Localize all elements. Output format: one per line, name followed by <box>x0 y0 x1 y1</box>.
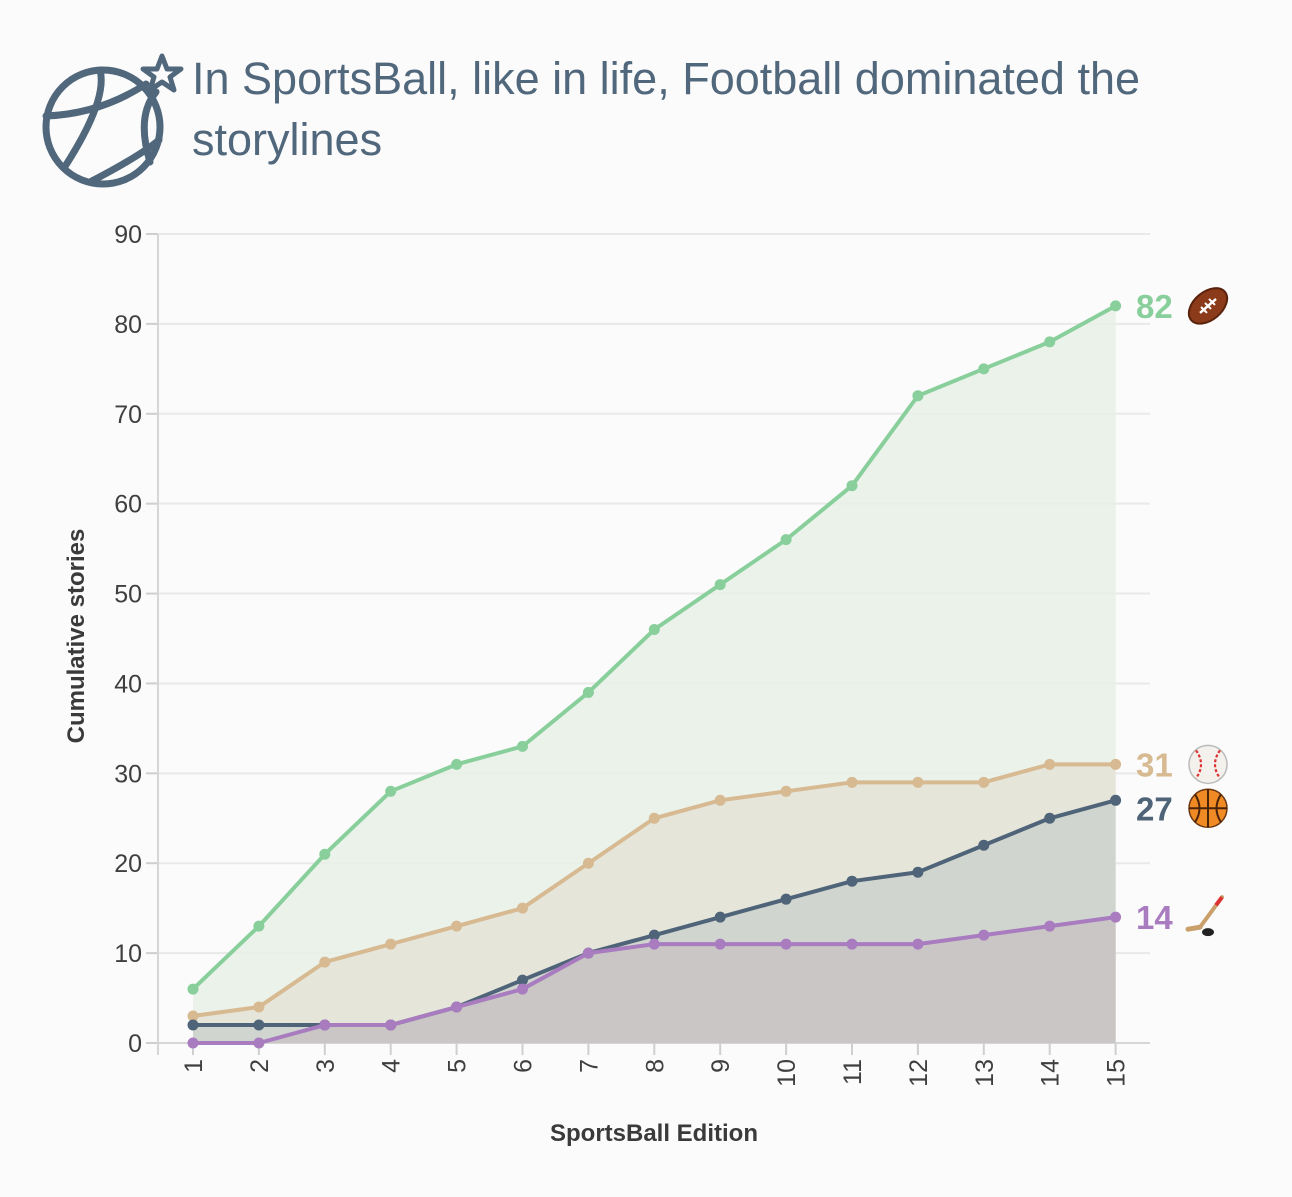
data-point-hockey <box>385 1019 397 1031</box>
football-icon <box>1187 287 1229 325</box>
data-point-hockey <box>582 947 594 959</box>
data-point-football <box>912 390 924 402</box>
data-point-hockey <box>978 929 990 941</box>
x-tick-label: 12 <box>905 1059 933 1087</box>
x-tick-label: 8 <box>641 1059 669 1073</box>
data-point-hockey <box>714 938 726 950</box>
data-point-hockey <box>648 938 660 950</box>
data-point-football <box>253 920 265 932</box>
x-tick-label: 4 <box>378 1059 406 1073</box>
data-point-baseball <box>780 785 792 797</box>
data-point-baseball <box>714 794 726 806</box>
data-point-basketball <box>648 929 660 941</box>
data-point-football <box>187 983 199 995</box>
y-tick-label: 90 <box>114 221 142 249</box>
x-tick-label: 2 <box>246 1059 274 1073</box>
y-tick-label: 20 <box>114 850 142 878</box>
data-point-baseball <box>648 812 660 824</box>
data-point-basketball <box>714 911 726 923</box>
data-point-hockey <box>451 1001 463 1013</box>
data-point-basketball <box>846 875 858 887</box>
y-axis-title: Cumulative stories <box>63 529 90 744</box>
x-tick-label: 10 <box>773 1059 801 1087</box>
y-tick-label: 70 <box>114 401 142 429</box>
data-point-football <box>648 624 660 636</box>
y-tick-label: 50 <box>114 581 142 609</box>
baseball-icon <box>1188 744 1228 785</box>
data-point-football <box>1044 336 1056 348</box>
end-label-football: 82 <box>1136 288 1173 325</box>
data-point-football <box>319 848 331 860</box>
x-tick-label: 14 <box>1037 1059 1065 1087</box>
data-point-football <box>846 480 858 492</box>
data-point-football <box>385 785 397 797</box>
data-point-hockey <box>187 1037 199 1049</box>
x-tick-label: 6 <box>510 1059 538 1073</box>
x-axis-title: SportsBall Edition <box>550 1120 758 1147</box>
data-point-baseball <box>978 776 990 788</box>
data-point-baseball <box>253 1001 265 1013</box>
chart-title: In SportsBall, like in life, Football do… <box>192 53 1141 165</box>
x-tick-label: 1 <box>180 1059 208 1073</box>
y-tick-label: 10 <box>114 940 142 968</box>
data-point-hockey <box>846 938 858 950</box>
data-point-hockey <box>253 1037 265 1049</box>
x-tick-label: 3 <box>312 1059 340 1073</box>
data-point-football <box>517 740 528 752</box>
data-point-football <box>780 534 792 546</box>
hockey-stick-icon <box>1185 895 1224 937</box>
data-point-football <box>714 579 726 591</box>
data-point-baseball <box>1044 758 1056 770</box>
data-point-basketball <box>1044 812 1056 824</box>
basketball-star-icon <box>42 53 184 188</box>
end-label-baseball: 31 <box>1136 746 1173 783</box>
data-point-basketball <box>912 866 924 878</box>
data-point-basketball <box>253 1019 265 1031</box>
data-point-hockey <box>517 983 528 995</box>
y-tick-label: 30 <box>114 760 142 788</box>
data-point-hockey <box>1044 920 1056 932</box>
data-point-football <box>1110 300 1122 312</box>
y-tick-label: 80 <box>114 311 142 339</box>
data-point-hockey <box>1110 911 1122 923</box>
data-point-baseball <box>517 902 528 914</box>
series-area-hockey <box>193 917 1116 1043</box>
data-point-baseball <box>187 1010 199 1022</box>
data-point-baseball <box>385 938 397 950</box>
x-tick-label: 13 <box>971 1059 999 1087</box>
data-point-football <box>451 758 463 770</box>
data-point-hockey <box>319 1019 331 1031</box>
data-point-football <box>582 686 594 698</box>
data-point-baseball <box>451 920 463 932</box>
data-point-hockey <box>912 938 924 950</box>
y-tick-label: 0 <box>128 1030 142 1058</box>
x-tick-label: 9 <box>707 1059 735 1073</box>
data-point-hockey <box>780 938 792 950</box>
data-point-football <box>978 363 990 375</box>
x-tick-label: 11 <box>839 1059 867 1085</box>
x-tick-label: 7 <box>575 1059 603 1073</box>
basketball-icon <box>1188 788 1228 829</box>
y-tick-label: 60 <box>114 491 142 519</box>
x-tick-label: 5 <box>444 1059 472 1073</box>
data-point-basketball <box>780 893 792 905</box>
data-point-basketball <box>1110 794 1122 806</box>
x-tick-label: 15 <box>1103 1059 1131 1087</box>
data-point-basketball <box>517 974 528 986</box>
data-point-baseball <box>912 776 924 788</box>
data-point-basketball <box>978 839 990 851</box>
data-point-baseball <box>846 776 858 788</box>
data-point-baseball <box>582 857 594 869</box>
data-point-baseball <box>319 956 331 968</box>
data-point-baseball <box>1110 758 1122 770</box>
end-label-hockey: 14 <box>1136 899 1173 936</box>
end-label-basketball: 27 <box>1136 790 1173 827</box>
data-point-basketball <box>187 1019 199 1031</box>
y-tick-label: 40 <box>114 670 142 698</box>
